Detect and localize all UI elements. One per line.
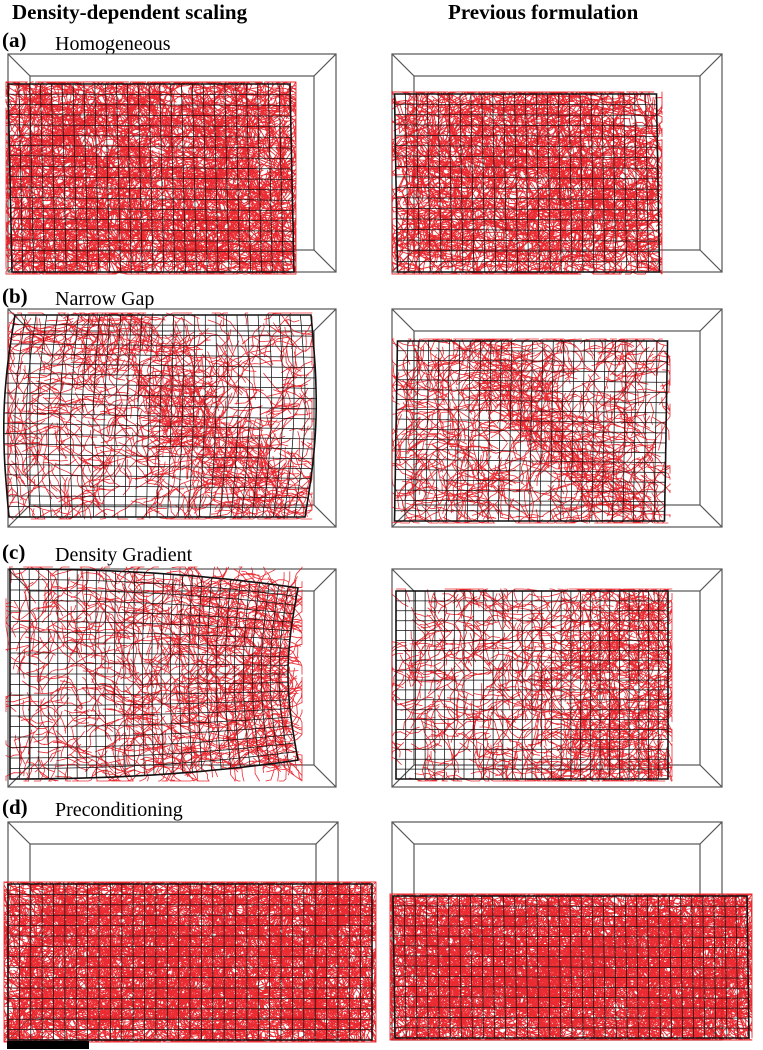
- row-label-a: (a): [2, 28, 27, 52]
- row-title-preconditioning: Preconditioning: [55, 799, 183, 821]
- column-header-density-dependent: Density-dependent scaling: [12, 0, 248, 24]
- row-label-c: (c): [2, 540, 26, 564]
- row-title-narrow-gap: Narrow Gap: [55, 288, 155, 310]
- bounding-box: [7, 568, 337, 788]
- finite-element-mesh: [393, 340, 669, 522]
- finite-element-mesh: [392, 895, 750, 1039]
- panel-narrow-gap-previous: [391, 308, 723, 528]
- finite-element-mesh: [393, 93, 661, 273]
- finite-element-mesh: [395, 590, 669, 780]
- panel-density-gradient-density-dependent: [5, 566, 337, 788]
- panel-homogeneous-previous: [391, 53, 723, 275]
- row-label-b: (b): [2, 284, 28, 308]
- column-header-previous-formulation: Previous formulation: [448, 0, 639, 24]
- row-label-d: (d): [2, 795, 28, 819]
- scale-bar: [7, 1041, 89, 1049]
- finite-element-mesh: [2, 314, 317, 518]
- panel-preconditioning-previous: [389, 821, 753, 1041]
- row-title-homogeneous: Homogeneous: [55, 33, 171, 55]
- panel-narrow-gap-density-dependent: [2, 308, 337, 528]
- finite-element-mesh: [9, 568, 299, 780]
- panel-density-gradient-previous: [391, 568, 723, 788]
- panel-homogeneous-density-dependent: [5, 53, 337, 275]
- bounding-box: [391, 308, 723, 528]
- row-title-density-gradient: Density Gradient: [55, 544, 193, 566]
- finite-element-mesh: [7, 883, 373, 1041]
- panel-preconditioning-density-dependent: [3, 821, 377, 1043]
- finite-element-mesh: [7, 83, 295, 273]
